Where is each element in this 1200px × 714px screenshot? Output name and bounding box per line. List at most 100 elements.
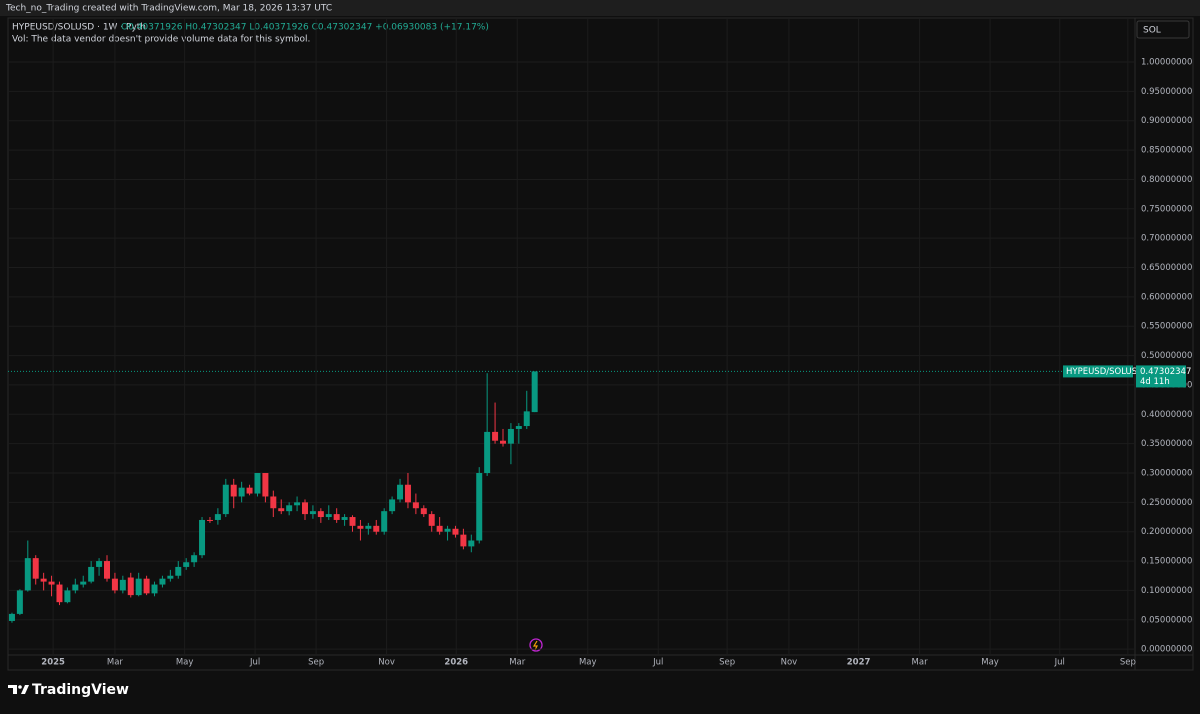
x-tick-label: Nov — [378, 658, 395, 668]
y-tick-label: 0.25000000 — [1141, 498, 1192, 508]
y-tick-label: 0.00000000 — [1141, 645, 1192, 655]
candle-body — [507, 428, 514, 444]
x-tick-label: 2026 — [444, 658, 468, 668]
top-bar — [0, 0, 1200, 16]
candle-body — [468, 540, 475, 547]
candle-body — [32, 558, 39, 579]
x-tick-label: 2025 — [41, 658, 65, 668]
candle-body — [341, 517, 348, 520]
candle-body — [365, 525, 372, 529]
y-tick-label: 0.85000000 — [1141, 146, 1192, 156]
candle-body — [151, 584, 158, 594]
candle-body — [143, 578, 150, 594]
x-tick-label: May — [579, 658, 597, 668]
y-tick-label: 0.35000000 — [1141, 439, 1192, 449]
candle-body — [286, 505, 293, 512]
y-tick-label: 0.95000000 — [1141, 87, 1192, 97]
symbol: HYPEUSD/SOLUSD · 1W · Pyth — [12, 23, 146, 33]
credit: Tech_no_Trading created with TradingView… — [5, 4, 332, 14]
candle-body — [96, 561, 103, 567]
candle-body — [48, 581, 55, 585]
candle-body — [492, 431, 499, 441]
y-tick-label: 0.70000000 — [1141, 234, 1192, 244]
candle-body — [515, 426, 522, 429]
candle-body — [317, 511, 324, 518]
y-tick-label: 0.80000000 — [1141, 175, 1192, 185]
currency-button[interactable] — [1136, 20, 1190, 39]
x-tick-label: May — [176, 658, 194, 668]
y-tick-label: 0.30000000 — [1141, 469, 1192, 479]
candle-body — [64, 590, 71, 603]
brand: TradingView — [32, 682, 129, 698]
candle-body — [175, 566, 182, 576]
candle-body — [72, 584, 79, 591]
y-tick-label: 0.40000000 — [1141, 410, 1192, 420]
price-label-box — [1136, 365, 1186, 388]
panel — [7, 17, 1194, 671]
price-name-box — [1063, 365, 1133, 378]
y-tick-label: 0.60000000 — [1141, 292, 1192, 302]
candle-body — [294, 502, 301, 506]
x-tick-label: Jul — [249, 658, 260, 668]
candle-body — [444, 528, 451, 532]
candle-body — [452, 528, 459, 535]
candle-body — [16, 590, 23, 614]
candle-body — [278, 508, 285, 512]
y-tick-label: 0.20000000 — [1141, 527, 1192, 537]
x-tick-label: Sep — [308, 658, 324, 668]
candle-body — [159, 578, 166, 585]
x-tick-label: Mar — [912, 658, 929, 668]
candle-body — [333, 514, 340, 520]
y-tick-label: 0.15000000 — [1141, 557, 1192, 567]
candle-body — [230, 484, 237, 497]
candle-body — [531, 371, 538, 413]
candle-body — [523, 411, 530, 427]
candle-body — [103, 561, 110, 579]
y-tick-label: 0.90000000 — [1141, 116, 1192, 126]
candle-body — [191, 555, 198, 563]
y-tick-label: 0.55000000 — [1141, 322, 1192, 332]
x-tick-label: Sep — [719, 658, 735, 668]
candle-body — [56, 584, 63, 603]
price-countdown: 4d 11h — [1140, 377, 1170, 387]
candle-body — [381, 511, 388, 532]
candle-body — [412, 502, 419, 509]
candle-body — [222, 484, 229, 515]
x-tick-label: Sep — [1120, 658, 1136, 668]
y-tick-label: 0.50000000 — [1141, 351, 1192, 361]
currency-label[interactable]: SOL — [1143, 26, 1161, 36]
y-tick-label: 0.05000000 — [1141, 615, 1192, 625]
price-name: HYPEUSD/SOLUSD — [1066, 367, 1144, 377]
event-bolt — [532, 640, 538, 651]
candle-body — [40, 578, 47, 582]
candle-body — [499, 440, 506, 444]
candle-body — [254, 473, 261, 494]
x-tick-label: Mar — [509, 658, 526, 668]
brand-logo — [8, 685, 29, 694]
price-label: 0.47302347 — [1140, 367, 1191, 377]
candle-body — [428, 514, 435, 526]
candle-body — [460, 534, 467, 547]
y-tick-label: 0.10000000 — [1141, 586, 1192, 596]
candle-body — [135, 578, 142, 596]
y-tick-label: 0.65000000 — [1141, 263, 1192, 273]
event-icon[interactable] — [529, 638, 543, 652]
candle-body — [199, 519, 206, 556]
x-tick-label: Mar — [107, 658, 124, 668]
candle-body — [309, 511, 316, 515]
candle-body — [80, 581, 87, 585]
x-tick-label: Jul — [652, 658, 663, 668]
candle-body — [389, 499, 396, 512]
candle-body — [270, 496, 277, 509]
candle-body — [238, 487, 245, 497]
candle-body — [206, 519, 213, 521]
candle-body — [262, 473, 269, 497]
candle-body — [167, 575, 174, 579]
x-tick-label: May — [981, 658, 999, 668]
candle-body — [436, 525, 443, 532]
volume-note: Vol: The data vendor doesn't provide vol… — [12, 35, 310, 45]
candle-body — [111, 578, 118, 591]
candle-body — [119, 579, 126, 591]
x-tick-label: Jul — [1054, 658, 1065, 668]
